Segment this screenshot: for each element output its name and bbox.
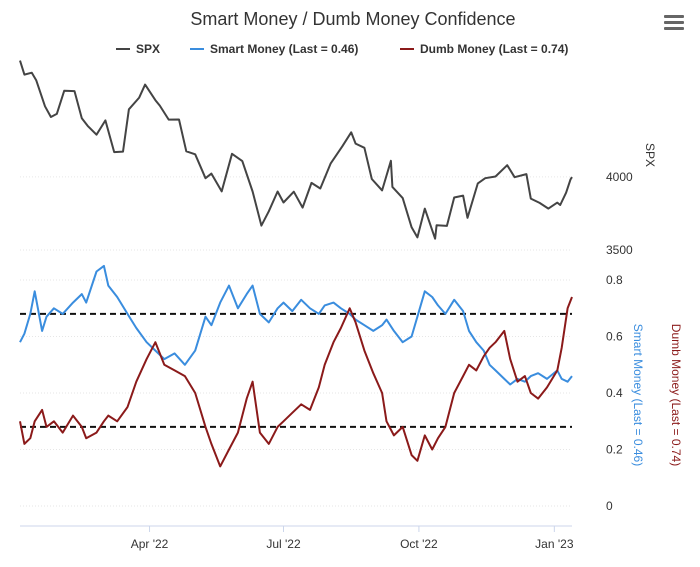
- menu-icon-bar: [664, 21, 684, 24]
- legend-item-dumb-money[interactable]: Dumb Money (Last = 0.74): [400, 42, 568, 56]
- spx-gridlines: [20, 176, 572, 251]
- dumb-money-line[interactable]: [19, 296, 573, 468]
- y-tick-label: 0.4: [606, 386, 623, 400]
- y-tick-label: 0.8: [606, 273, 623, 287]
- smart-money-line[interactable]: [19, 264, 573, 386]
- legend-label-spx: SPX: [136, 42, 160, 56]
- spx-line[interactable]: [19, 60, 573, 240]
- x-tick-label: Jan '23: [535, 537, 574, 551]
- legend-item-smart-money[interactable]: Smart Money (Last = 0.46): [190, 42, 358, 56]
- legend-label-dumb-money: Dumb Money (Last = 0.74): [420, 42, 568, 56]
- y-tick-label: 0.2: [606, 443, 623, 457]
- confidence-series: [19, 264, 573, 468]
- y-tick-label: 0.6: [606, 330, 623, 344]
- y-tick-label: 4000: [606, 170, 633, 184]
- x-tick-label: Oct '22: [400, 537, 438, 551]
- x-axis-ticks: Apr '22 Jul '22 Oct '22 Jan '23: [131, 526, 574, 551]
- reference-lines: [20, 312, 572, 428]
- spx-series: [19, 60, 573, 240]
- x-tick-label: Jul '22: [266, 537, 301, 551]
- legend-item-spx[interactable]: SPX: [116, 42, 160, 56]
- spx-axis-title: SPX: [643, 143, 657, 167]
- menu-icon-bar: [664, 27, 684, 30]
- menu-icon-bar: [664, 15, 684, 18]
- x-tick-label: Apr '22: [131, 537, 169, 551]
- confidence-gridlines: [20, 279, 572, 507]
- chart-title: Smart Money / Dumb Money Confidence: [190, 9, 515, 29]
- legend-label-smart-money: Smart Money (Last = 0.46): [210, 42, 358, 56]
- legend: SPX Smart Money (Last = 0.46) Dumb Money…: [116, 42, 568, 56]
- spx-y-ticks: 3500 4000: [606, 170, 633, 257]
- chart-menu-button[interactable]: [664, 15, 684, 33]
- confidence-y-ticks: 0 0.2 0.4 0.6 0.8: [606, 273, 623, 513]
- smart-money-axis-title: Smart Money (Last = 0.46): [631, 324, 645, 466]
- y-tick-label: 3500: [606, 243, 633, 257]
- y-tick-label: 0: [606, 499, 613, 513]
- dumb-money-axis-title: Dumb Money (Last = 0.74): [669, 324, 683, 466]
